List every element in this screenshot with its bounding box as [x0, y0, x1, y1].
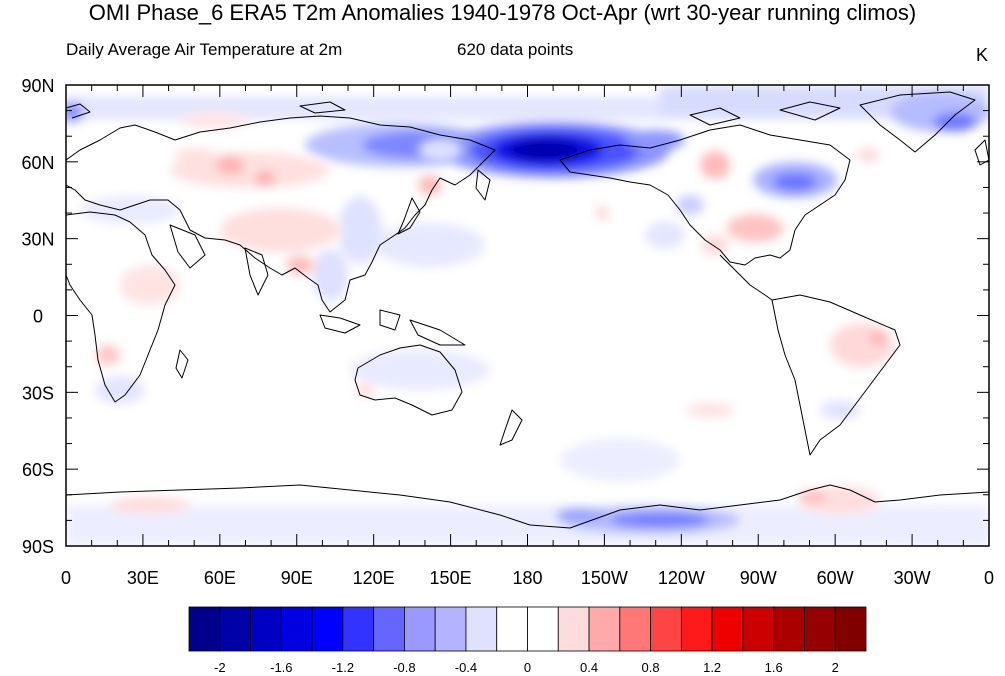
colorbar-box — [496, 606, 528, 652]
colorbar-label: 2 — [832, 660, 839, 675]
colorbar-label: -2 — [214, 660, 226, 675]
colorbar-box — [250, 606, 282, 652]
longitude-labels: 0 30E 60E 90E 120E 150E 180 150W 120W 90W 60W 30W 0 — [61, 568, 994, 588]
lat-tick-label: 0 — [33, 307, 43, 327]
quebec-cold-anomaly — [753, 162, 837, 198]
colorbar-label: 1.6 — [765, 660, 783, 675]
left-subtitle: Daily Average Air Temperature at 2m — [66, 40, 343, 59]
colorbar-box — [342, 606, 375, 652]
colorbar-label: 0.8 — [642, 660, 660, 675]
colorbar-box — [773, 606, 805, 652]
lon-tick-label: 60W — [817, 568, 854, 588]
colorbar-box — [280, 606, 313, 652]
coastlines — [66, 91, 989, 529]
units-label: K — [976, 45, 989, 65]
lat-tick-label: 90N — [21, 76, 54, 96]
lat-tick-label: 60S — [22, 460, 54, 480]
colorbar-label: -1.2 — [332, 660, 354, 675]
plot-title: OMI Phase_6 ERA5 T2m Anomalies 1940-1978… — [88, 0, 917, 25]
latitude-labels: 90N 60N 30N 0 30S 60S 90S — [21, 76, 54, 557]
lon-tick-label: 120E — [353, 568, 395, 588]
lon-tick-label: 0 — [61, 568, 71, 588]
colorbar-box — [680, 606, 713, 652]
lon-tick-label: 150E — [430, 568, 472, 588]
colorbar-box — [219, 606, 251, 652]
colorbar-box — [373, 606, 405, 652]
colorbar-label: 0 — [524, 660, 531, 675]
lat-tick-label: 30N — [21, 230, 54, 250]
lon-tick-label: 120W — [658, 568, 705, 588]
lon-tick-label: 30W — [894, 568, 931, 588]
colorbar-label: -0.4 — [455, 660, 477, 675]
lon-tick-label: 180 — [512, 568, 542, 588]
colorbar-box — [711, 606, 744, 652]
lat-tick-label: 60N — [21, 153, 54, 173]
colorbar-box — [557, 606, 590, 652]
colorbar-box — [404, 606, 436, 652]
colorbar-labels: -2 -1.6 -1.2 -0.8 -0.4 0 0.4 0.8 1.2 1.6 2 — [214, 660, 839, 675]
colorbar-box — [650, 606, 682, 652]
colorbar-box — [588, 606, 621, 652]
colorbar-box — [465, 606, 498, 652]
lat-tick-label: 90S — [22, 537, 54, 557]
lon-tick-label: 150W — [581, 568, 628, 588]
lon-tick-label: 0 — [984, 568, 994, 588]
colorbar-box — [804, 606, 836, 652]
colorbar — [188, 606, 867, 652]
colorbar-label: -1.6 — [270, 660, 292, 675]
light-cool-patches — [80, 138, 989, 544]
axis-ticks — [65, 84, 990, 547]
colorbar-box — [619, 606, 651, 652]
colorbar-label: 1.2 — [703, 660, 721, 675]
lon-tick-label: 30E — [127, 568, 159, 588]
colorbar-box — [311, 606, 344, 652]
warm-anomalies — [96, 112, 894, 514]
anomaly-field — [66, 86, 989, 545]
lon-tick-label: 90W — [740, 568, 777, 588]
colorbar-box — [834, 606, 867, 652]
lon-tick-label: 60E — [204, 568, 236, 588]
colorbar-box — [188, 606, 221, 652]
colorbar-box — [434, 606, 467, 652]
center-subtitle: 620 data points — [457, 40, 574, 59]
lat-tick-label: 30S — [22, 383, 54, 403]
bering-cold-anomaly — [305, 122, 685, 178]
arctic-cool-band — [66, 86, 989, 132]
colorbar-label: -0.8 — [393, 660, 415, 675]
colorbar-box — [742, 606, 775, 652]
colorbar-box — [527, 606, 559, 652]
lon-tick-label: 90E — [281, 568, 313, 588]
colorbar-label: 0.4 — [580, 660, 598, 675]
